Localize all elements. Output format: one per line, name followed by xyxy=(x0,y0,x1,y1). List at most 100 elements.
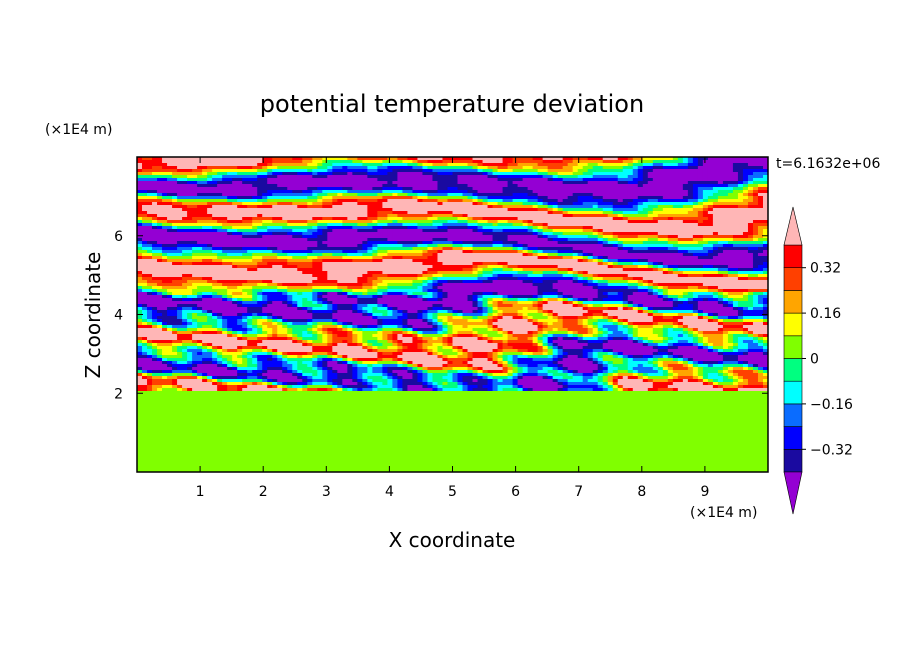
field-cell xyxy=(242,178,248,182)
field-cell xyxy=(737,193,744,197)
field-cell xyxy=(607,172,614,176)
field-cell xyxy=(502,238,509,242)
field-cell xyxy=(522,205,529,209)
field-cell xyxy=(572,157,579,161)
field-cell xyxy=(152,190,158,194)
field-cell xyxy=(447,172,454,176)
field-cell xyxy=(622,226,629,230)
field-cell xyxy=(462,241,469,245)
field-cell xyxy=(407,244,414,248)
field-cell xyxy=(622,181,629,185)
field-cell xyxy=(462,238,469,242)
field-cell xyxy=(592,241,599,245)
field-cell xyxy=(367,193,373,197)
field-cell xyxy=(462,214,469,218)
field-cell xyxy=(337,172,343,176)
field-cell xyxy=(667,172,674,176)
field-cell xyxy=(607,160,614,164)
field-cell xyxy=(557,211,564,215)
field-cell xyxy=(457,259,464,263)
field-cell xyxy=(287,175,293,179)
field-cell xyxy=(612,229,619,233)
field-cell xyxy=(557,166,564,170)
field-cell xyxy=(382,226,388,230)
field-cell xyxy=(347,226,353,230)
field-cell xyxy=(307,232,313,236)
field-cell xyxy=(492,193,499,197)
field-cell xyxy=(577,232,584,236)
field-cell xyxy=(307,199,313,203)
field-cell xyxy=(727,160,734,164)
field-cell xyxy=(202,229,208,233)
field-cell xyxy=(227,181,233,185)
field-cell xyxy=(267,187,273,191)
field-cell xyxy=(552,187,559,191)
field-cell xyxy=(552,211,559,215)
field-cell xyxy=(447,190,454,194)
field-cell xyxy=(667,235,674,239)
field-cell xyxy=(332,259,338,263)
field-cell xyxy=(657,250,664,254)
field-cell xyxy=(512,217,519,221)
field-cell xyxy=(577,220,584,224)
field-cell xyxy=(727,166,734,170)
field-cell xyxy=(717,235,724,239)
field-cell xyxy=(207,181,213,185)
field-cell xyxy=(417,217,424,221)
field-cell xyxy=(497,157,504,161)
field-cell xyxy=(422,244,429,248)
field-cell xyxy=(392,166,399,170)
field-cell xyxy=(407,184,414,188)
field-cell xyxy=(652,223,659,227)
field-cell xyxy=(342,238,348,242)
field-cell xyxy=(727,157,734,161)
field-cell xyxy=(227,238,233,242)
field-cell xyxy=(252,175,258,179)
field-cell xyxy=(157,160,163,164)
field-cell xyxy=(297,178,303,182)
field-cell xyxy=(707,202,714,206)
field-cell xyxy=(747,190,754,194)
field-cell xyxy=(142,208,148,212)
field-cell xyxy=(527,178,534,182)
field-cell xyxy=(677,196,684,200)
field-cell xyxy=(232,250,238,254)
field-cell xyxy=(697,205,704,209)
field-cell xyxy=(207,193,213,197)
field-cell xyxy=(592,190,599,194)
field-cell xyxy=(382,253,388,257)
field-cell xyxy=(222,181,228,185)
field-cell xyxy=(672,181,679,185)
field-cell xyxy=(307,178,313,182)
field-cell xyxy=(717,217,724,221)
field-cell xyxy=(142,259,148,263)
field-cell xyxy=(237,166,243,170)
field-cell xyxy=(337,241,343,245)
field-cell xyxy=(422,184,429,188)
field-cell xyxy=(752,184,759,188)
field-cell xyxy=(527,262,534,266)
field-cell xyxy=(382,235,388,239)
field-cell xyxy=(157,250,163,254)
field-cell xyxy=(572,181,579,185)
field-cell xyxy=(137,175,143,179)
field-cell xyxy=(287,160,293,164)
field-cell xyxy=(212,253,218,257)
field-cell xyxy=(697,211,704,215)
field-cell xyxy=(517,172,524,176)
field-cell xyxy=(167,193,173,197)
field-cell xyxy=(202,172,208,176)
field-cell xyxy=(492,217,499,221)
field-cell xyxy=(337,190,343,194)
field-cell xyxy=(252,217,258,221)
field-cell xyxy=(442,184,449,188)
field-cell xyxy=(467,247,474,251)
field-cell xyxy=(267,202,273,206)
field-cell xyxy=(202,256,208,260)
field-cell xyxy=(747,253,754,257)
field-cell xyxy=(672,166,679,170)
field-cell xyxy=(277,172,283,176)
field-cell xyxy=(532,259,539,263)
field-cell xyxy=(537,178,544,182)
field-cell xyxy=(302,247,308,251)
